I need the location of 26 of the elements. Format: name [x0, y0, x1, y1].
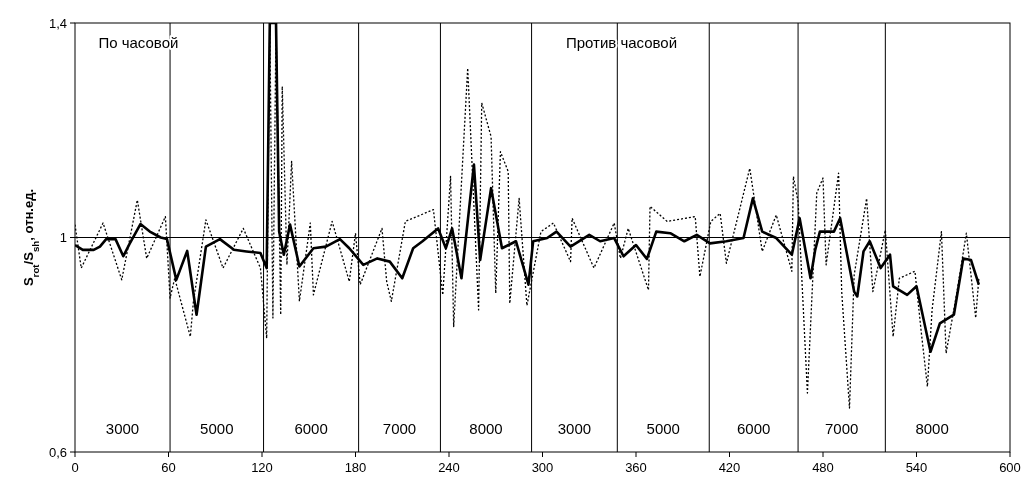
annotation: 6000: [294, 420, 328, 437]
annotation: 6000: [736, 420, 771, 437]
y-tick-label: 0,6: [48, 444, 67, 460]
x-tick-label: 480: [812, 460, 834, 475]
x-tick-label: 300: [531, 460, 554, 475]
x-tick-label: 600: [999, 460, 1021, 475]
x-tick-label: 360: [625, 460, 647, 475]
annotation: 5000: [646, 420, 680, 437]
annotation: 7000: [825, 420, 859, 437]
annotation: 8000: [915, 420, 949, 437]
annotation: 3000: [557, 420, 592, 437]
annotation: 5000: [200, 420, 234, 437]
annotation: Против часовой: [565, 34, 678, 51]
y-tick-label: 1: [59, 230, 67, 246]
x-tick-label: 240: [438, 460, 460, 475]
x-tick-label: 0: [71, 460, 79, 475]
x-tick-label: 120: [251, 460, 273, 475]
x-tick-label: 420: [718, 460, 741, 475]
annotation: 3000: [105, 420, 140, 437]
x-tick-label: 540: [905, 460, 928, 475]
y-tick-label: 1,4: [48, 15, 67, 31]
annotation: По часовой: [98, 34, 179, 51]
x-tick-label: 180: [344, 460, 367, 475]
x-tick-label: 60: [161, 460, 176, 475]
annotation: 7000: [382, 420, 417, 437]
annotation: 8000: [469, 420, 503, 437]
